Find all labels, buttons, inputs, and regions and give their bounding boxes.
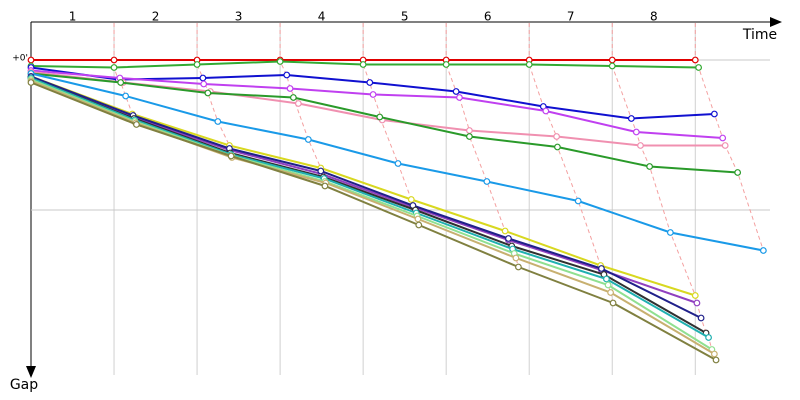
x-tick-label: 1 <box>69 10 77 24</box>
lap-connector <box>611 23 717 361</box>
data-point <box>607 289 614 296</box>
data-point <box>27 79 35 86</box>
data-point <box>110 56 118 64</box>
data-point <box>646 163 654 170</box>
data-point <box>697 314 705 322</box>
data-point <box>193 61 201 68</box>
data-point <box>452 88 460 95</box>
x-axis-label: Time <box>742 27 777 43</box>
data-point <box>283 71 291 79</box>
series-line <box>30 81 717 361</box>
data-point <box>122 92 130 100</box>
data-point <box>627 115 635 122</box>
data-point <box>554 143 561 151</box>
data-point <box>369 91 377 98</box>
data-point <box>276 58 284 65</box>
x-axis-arrow <box>770 17 782 27</box>
data-point <box>214 118 222 125</box>
series-line <box>30 75 696 297</box>
data-point <box>456 94 463 101</box>
y-axis-arrow <box>26 366 36 378</box>
lap-connector <box>113 23 137 125</box>
data-point <box>608 62 616 70</box>
data-point <box>117 79 125 86</box>
data-point <box>598 265 605 272</box>
data-point <box>289 94 297 101</box>
y-axis-label: Gap <box>10 377 38 393</box>
data-point <box>501 227 509 235</box>
data-point <box>321 182 329 190</box>
data-point <box>304 136 312 143</box>
data-point <box>110 64 118 71</box>
data-point <box>359 61 367 68</box>
data-point <box>286 85 294 92</box>
data-point <box>407 196 415 203</box>
data-point <box>710 350 718 358</box>
data-point <box>712 356 720 364</box>
data-point <box>200 80 208 88</box>
data-point <box>294 100 302 107</box>
data-point <box>376 113 384 121</box>
series-line <box>30 77 707 334</box>
data-point <box>133 121 140 128</box>
data-point <box>415 221 423 229</box>
data-point <box>705 334 712 341</box>
x-tick-label: 2 <box>152 10 160 24</box>
data-point <box>734 169 742 176</box>
x-tick-label: 8 <box>650 10 658 24</box>
data-point <box>366 79 374 86</box>
data-point <box>603 275 610 283</box>
data-point <box>505 235 512 242</box>
data-point <box>609 299 617 307</box>
data-point <box>394 160 402 167</box>
data-point <box>466 133 473 140</box>
series-line <box>30 75 698 304</box>
data-point <box>542 107 550 115</box>
data-point <box>693 299 701 307</box>
data-point <box>666 229 674 236</box>
data-point <box>466 127 473 134</box>
series-line <box>30 78 713 351</box>
y-tick-label: +0' <box>12 54 28 64</box>
data-point <box>608 56 616 64</box>
data-point <box>525 61 533 68</box>
data-point <box>710 110 718 118</box>
data-point <box>759 247 767 254</box>
data-point <box>414 215 422 223</box>
data-point <box>637 142 644 149</box>
data-point <box>442 61 450 68</box>
data-point <box>691 56 699 64</box>
data-point <box>604 281 612 289</box>
data-point <box>227 152 235 160</box>
lap-connector <box>445 23 519 268</box>
data-point <box>719 134 727 142</box>
data-point <box>553 133 561 140</box>
data-point <box>721 142 729 149</box>
data-point <box>691 292 699 299</box>
data-point <box>27 56 35 64</box>
data-point <box>317 167 325 175</box>
data-point <box>574 197 582 205</box>
data-point <box>483 178 491 185</box>
data-point <box>632 128 640 136</box>
series-line <box>30 77 710 339</box>
x-tick-label: 5 <box>401 10 409 24</box>
data-point <box>199 74 207 82</box>
data-point <box>512 254 520 262</box>
data-point <box>204 89 212 97</box>
x-tick-label: 7 <box>567 10 575 24</box>
x-tick-label: 3 <box>235 10 243 24</box>
data-point <box>695 64 703 71</box>
x-tick-label: 6 <box>484 10 492 24</box>
series-line <box>30 75 702 319</box>
series-line <box>30 69 723 139</box>
data-point <box>515 263 522 271</box>
x-tick-label: 4 <box>318 10 326 24</box>
